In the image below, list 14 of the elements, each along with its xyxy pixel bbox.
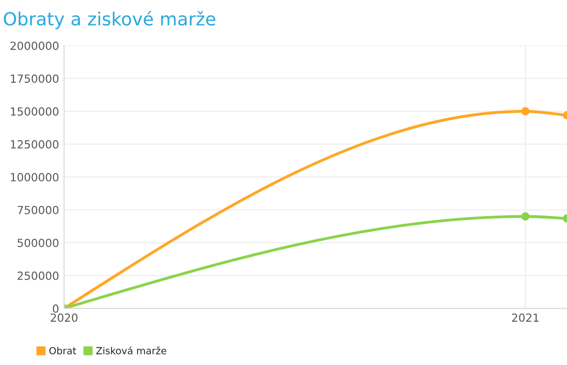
x-tick-label: 2021 bbox=[512, 313, 539, 322]
y-tick-label: 1250000 bbox=[10, 140, 58, 149]
legend-label: Obrat bbox=[49, 346, 76, 354]
y-tick-label: 500000 bbox=[18, 238, 58, 248]
y-tick-label: 1000000 bbox=[10, 173, 58, 182]
y-tick-label: 1750000 bbox=[10, 74, 58, 83]
legend-label: Zisková marže bbox=[96, 346, 166, 354]
y-tick-label: 750000 bbox=[18, 206, 58, 214]
y-tick-label: 2000000 bbox=[10, 42, 58, 50]
y-tick-label: 0 bbox=[52, 304, 58, 313]
y-tick-label: 250000 bbox=[18, 272, 58, 280]
x-tick-label: 2020 bbox=[50, 313, 78, 322]
y-tick-label: 1500000 bbox=[10, 107, 58, 116]
chart-title: Obraty a ziskové marže bbox=[4, 10, 216, 30]
